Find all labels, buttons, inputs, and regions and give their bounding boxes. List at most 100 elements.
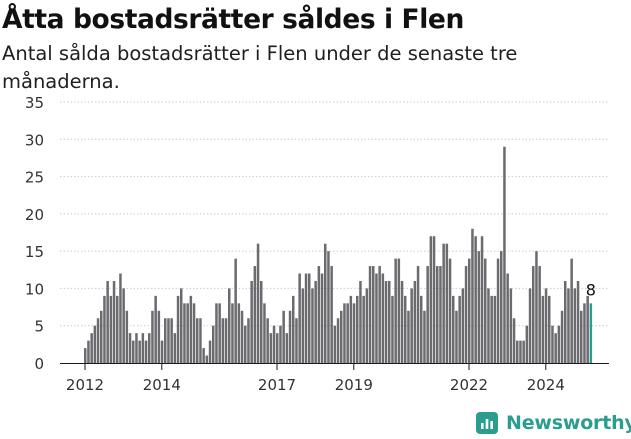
bar [285, 333, 289, 363]
x-tick-label: 2017 [258, 376, 296, 394]
bar [583, 303, 586, 363]
bar [144, 340, 148, 363]
bar [586, 295, 589, 363]
bar [141, 333, 145, 363]
x-tick-label: 2012 [66, 376, 104, 394]
bar [279, 325, 282, 363]
bar [202, 348, 205, 363]
bar [231, 303, 234, 363]
bar [180, 288, 183, 363]
bar [573, 288, 577, 363]
bar [349, 295, 353, 363]
bar [378, 266, 381, 363]
x-tick-label: 2024 [527, 376, 565, 394]
bar [474, 236, 477, 363]
bar [410, 288, 413, 363]
bar [372, 266, 375, 363]
bar [490, 295, 493, 363]
y-tick-label: 30 [25, 131, 44, 149]
bar [452, 295, 455, 363]
bar [516, 340, 519, 363]
chart-subtitle: Antal sålda bostadsrätter i Flen under d… [2, 42, 518, 93]
bar [528, 288, 532, 363]
bar [493, 295, 497, 363]
bar [557, 325, 561, 363]
bar [356, 295, 359, 363]
bar [567, 288, 570, 363]
bar [391, 295, 394, 363]
bar [404, 295, 407, 363]
bar [368, 266, 372, 363]
bar [256, 243, 260, 363]
bar [448, 258, 452, 363]
bar [551, 325, 554, 363]
x-tick-label: 2014 [143, 376, 181, 394]
bar [464, 266, 468, 363]
bar [112, 280, 116, 363]
bar [96, 318, 100, 363]
bar [205, 355, 209, 363]
bar [132, 340, 135, 363]
bar [541, 295, 545, 363]
bar [480, 236, 484, 363]
bar [445, 243, 449, 363]
bar [183, 303, 186, 363]
bar [400, 280, 404, 363]
bar [128, 333, 132, 363]
bar [308, 273, 311, 363]
bar [263, 303, 266, 363]
bar [333, 325, 337, 363]
bar [362, 295, 365, 363]
bar [154, 295, 157, 363]
bar [151, 310, 154, 363]
bar [564, 280, 567, 363]
bar [560, 310, 564, 363]
bar [487, 288, 490, 363]
bar [282, 310, 285, 363]
bar [208, 340, 212, 363]
bar [304, 273, 308, 363]
bar [439, 266, 442, 363]
bar [301, 288, 305, 363]
bar [538, 266, 541, 363]
y-tick-label: 25 [25, 169, 44, 187]
bar [295, 318, 298, 363]
bar [138, 340, 141, 363]
bar [525, 325, 529, 363]
bar [240, 310, 244, 363]
bar [288, 310, 292, 363]
bar [122, 288, 125, 363]
bar [394, 258, 397, 363]
bar [340, 310, 343, 363]
newsworthy-logo: Newsworthy [476, 409, 631, 437]
bar [317, 266, 321, 363]
bar [327, 251, 330, 363]
bar [260, 280, 263, 363]
y-tick-label: 35 [25, 94, 44, 112]
bar [247, 318, 250, 363]
x-tick-label: 2019 [335, 376, 373, 394]
bar [276, 333, 279, 363]
value-annotation: 8 [586, 280, 596, 299]
bar [244, 325, 247, 363]
bar [90, 333, 93, 363]
bar [336, 318, 340, 363]
bar [192, 303, 196, 363]
bar [218, 303, 221, 363]
bar [442, 243, 445, 363]
bar [484, 258, 487, 363]
bar [234, 258, 237, 363]
bar [84, 348, 87, 363]
bar [461, 288, 465, 363]
bar [266, 318, 269, 363]
bar [228, 288, 231, 363]
bar [272, 325, 276, 363]
bar [176, 295, 180, 363]
bar [311, 288, 314, 363]
bar [554, 333, 557, 363]
bar [509, 288, 513, 363]
bar [109, 295, 113, 363]
y-tick-label: 5 [34, 318, 44, 336]
bar [199, 318, 202, 363]
